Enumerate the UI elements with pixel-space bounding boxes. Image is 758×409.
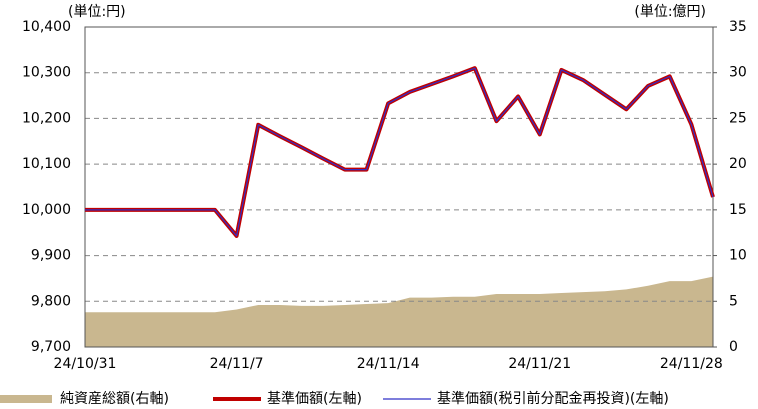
left-unit: (単位:円) bbox=[68, 4, 126, 20]
y2-tick-label: 35 bbox=[729, 19, 747, 35]
y-tick-label: 9,700 bbox=[31, 339, 71, 355]
x-tick-label: 24/11/7 bbox=[210, 356, 264, 372]
area bbox=[85, 276, 713, 347]
right-unit: (単位:億円) bbox=[634, 4, 706, 20]
y-tick-label: 10,300 bbox=[22, 65, 71, 81]
y-tick-label: 9,800 bbox=[31, 293, 71, 309]
y2-tick-label: 25 bbox=[729, 110, 747, 126]
plot-border bbox=[84, 26, 714, 348]
y-tick-label: 10,400 bbox=[22, 19, 71, 35]
y2-tick-label: 20 bbox=[729, 156, 747, 172]
y-tick-label: 10,200 bbox=[22, 110, 71, 126]
y2-tick-label: 15 bbox=[729, 202, 747, 218]
y-tick-label: 10,100 bbox=[22, 156, 71, 172]
legend-swatch bbox=[0, 395, 52, 403]
legend-label: 基準価額(左軸) bbox=[267, 390, 362, 407]
x-tick-label: 24/11/28 bbox=[660, 356, 723, 372]
x-tick-label: 24/11/21 bbox=[508, 356, 571, 372]
y-tick-label: 10,000 bbox=[22, 202, 71, 218]
legend-label: 純資産総額(右軸) bbox=[60, 391, 169, 407]
x-tick-label: 24/11/14 bbox=[357, 356, 420, 372]
legend-label: 基準価額(税引前分配金再投資)(左軸) bbox=[437, 390, 669, 407]
y2-tick-label: 10 bbox=[729, 248, 747, 264]
y-tick-label: 9,900 bbox=[31, 248, 71, 264]
y2-tick-label: 0 bbox=[729, 339, 738, 355]
x-tick-label: 24/10/31 bbox=[54, 356, 117, 372]
line bbox=[85, 67, 714, 237]
line bbox=[85, 66, 715, 238]
y2-tick-label: 5 bbox=[729, 293, 738, 309]
y2-tick-label: 30 bbox=[729, 65, 747, 81]
